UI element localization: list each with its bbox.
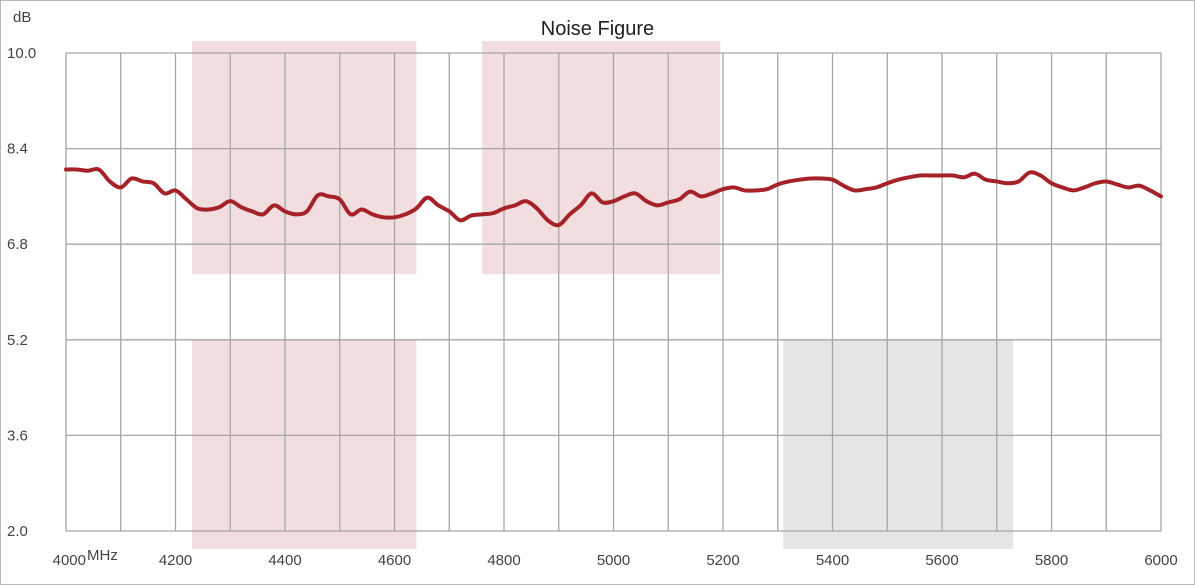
x-tick-label: 6000 [1144, 552, 1177, 569]
y-tick-label: 5.2 [7, 332, 28, 349]
y-tick-label: 3.6 [7, 427, 28, 444]
shaded-band-4 [783, 339, 1014, 549]
x-tick-label: 5000 [597, 552, 630, 569]
y-tick-label: 10.0 [7, 45, 36, 62]
x-tick-label: 4000 [53, 552, 86, 569]
noise-figure-series-line [64, 166, 1163, 228]
x-axis-unit: MHz [87, 547, 118, 564]
y-tick-label: 8.4 [7, 141, 28, 158]
x-tick-label: 5200 [706, 552, 739, 569]
x-tick-label: 4800 [487, 552, 520, 569]
x-tick-label: 4200 [159, 552, 192, 569]
y-tick-label: 2.0 [7, 523, 28, 540]
chart-title: Noise Figure [540, 18, 655, 40]
y-axis-unit: dB [13, 9, 32, 26]
shaded-band-2 [482, 41, 721, 275]
y-tick-label: 6.8 [7, 236, 28, 253]
shaded-band-1 [191, 41, 417, 275]
x-tick-label: 5800 [1035, 552, 1068, 569]
x-tick-label: 5600 [925, 552, 958, 569]
x-tick-label: 4400 [268, 552, 301, 569]
x-tick-label: 4600 [378, 552, 411, 569]
x-tick-label: 5400 [816, 552, 849, 569]
shaded-band-3 [191, 339, 417, 549]
